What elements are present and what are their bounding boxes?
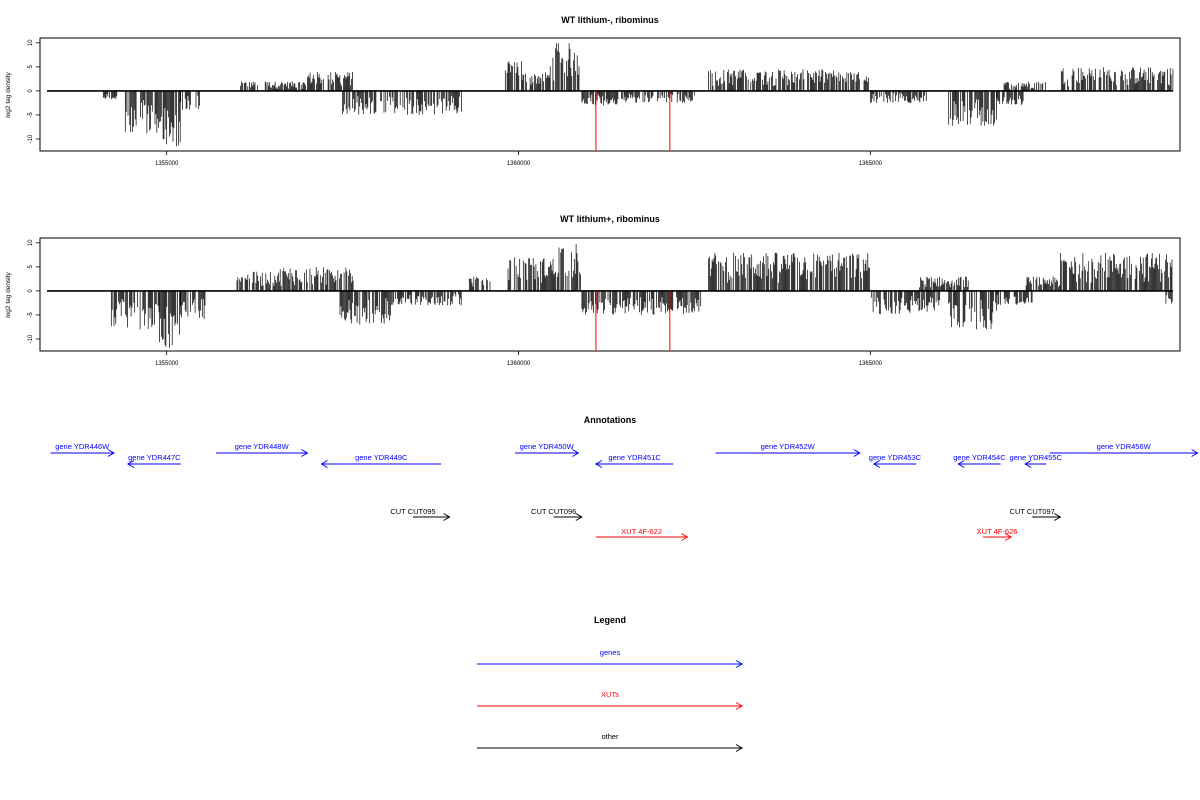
y-tick-label: 10 bbox=[28, 39, 34, 46]
gene-arrow-head bbox=[872, 460, 881, 468]
gene-label: gene YDR450W bbox=[520, 442, 575, 451]
xut-label: XUT 4F-626 bbox=[977, 527, 1018, 536]
y-tick-label: 0 bbox=[28, 289, 34, 293]
panel-title: WT lithium-, ribominus bbox=[561, 15, 659, 25]
xut-arrow-head bbox=[681, 533, 689, 541]
cut-arrow-head bbox=[1054, 513, 1062, 521]
gene-label: gene YDR454C bbox=[953, 453, 1006, 462]
y-tick-label: 5 bbox=[28, 65, 34, 69]
legend-label: XUTs bbox=[601, 690, 619, 699]
gene-arrow-head bbox=[853, 449, 861, 457]
legend-items: genes XUTs other bbox=[477, 648, 743, 752]
gene-arrow-head bbox=[1024, 460, 1032, 468]
gene-arrow-head bbox=[126, 460, 135, 468]
gene-label: gene YDR455C bbox=[1010, 453, 1063, 462]
track-panel-lithium-minus: WT lithium-, ribominus log2 tag density … bbox=[5, 15, 1181, 167]
gene-label: gene YDR448W bbox=[235, 442, 290, 451]
x-tick-label: 1365000 bbox=[859, 361, 883, 367]
legend-label: other bbox=[601, 732, 619, 741]
gene-arrow-head bbox=[107, 449, 115, 457]
gene-label: gene YDR452W bbox=[761, 442, 816, 451]
y-tick-label: -10 bbox=[28, 334, 34, 343]
plot-frame bbox=[39, 237, 1181, 352]
gene-label: gene YDR456W bbox=[1097, 442, 1152, 451]
legend-arrow-head bbox=[735, 702, 743, 710]
cut-label: CUT CUT095 bbox=[390, 507, 435, 516]
y-tick-label: 0 bbox=[28, 89, 34, 93]
y-tick-label: -10 bbox=[28, 134, 34, 143]
y-tick-label: -5 bbox=[28, 112, 34, 118]
gene-label: gene YDR453C bbox=[869, 453, 922, 462]
cut-arrow-head bbox=[443, 513, 451, 521]
y-axis-label: log2 tag density bbox=[5, 71, 12, 117]
plot-frame bbox=[39, 37, 1181, 152]
gene-label: gene YDR447C bbox=[128, 453, 181, 462]
y-axis-ticks: 10 5 0 -5 -10 bbox=[28, 39, 40, 143]
y-tick-label: 10 bbox=[28, 239, 34, 246]
x-tick-label: 1360000 bbox=[507, 161, 531, 167]
legend-title: Legend bbox=[594, 615, 626, 625]
xut-arrow-head bbox=[1004, 533, 1013, 541]
legend: Legend genes XUTs other bbox=[477, 615, 743, 752]
x-tick-label: 1355000 bbox=[155, 161, 179, 167]
y-axis-ticks: 10 5 0 -5 -10 bbox=[28, 239, 40, 343]
legend-arrow-head bbox=[735, 660, 743, 668]
x-axis-ticks: 1355000 1360000 1365000 bbox=[155, 351, 883, 367]
annotations-title: Annotations bbox=[584, 415, 637, 425]
track-panel-lithium-plus: WT lithium+, ribominus log2 tag density … bbox=[5, 214, 1181, 367]
panel-title: WT lithium+, ribominus bbox=[560, 214, 660, 224]
gene-label: gene YDR449C bbox=[355, 453, 408, 462]
x-tick-label: 1355000 bbox=[155, 361, 179, 367]
y-axis-label: log2 tag density bbox=[5, 271, 12, 317]
gene-label: gene YDR451C bbox=[608, 453, 661, 462]
gene-arrow-head bbox=[572, 449, 580, 457]
cut-arrow-head bbox=[575, 513, 583, 521]
cut-label: CUT CUT097 bbox=[1010, 507, 1055, 516]
signal-bars bbox=[47, 244, 1173, 351]
gene-label: gene YDR446W bbox=[55, 442, 110, 451]
gene-arrow-head bbox=[594, 460, 603, 468]
gene-arrow-head bbox=[1191, 449, 1199, 457]
y-tick-label: 5 bbox=[28, 265, 34, 269]
legend-label: genes bbox=[600, 648, 621, 657]
cut-label: CUT CUT096 bbox=[531, 507, 576, 516]
x-axis-ticks: 1355000 1360000 1365000 bbox=[155, 151, 883, 167]
legend-arrow-head bbox=[735, 744, 743, 752]
x-tick-label: 1365000 bbox=[859, 161, 883, 167]
xut-label: XUT 4F-622 bbox=[621, 527, 662, 536]
gene-arrow-head bbox=[320, 460, 328, 468]
annotation-features: gene YDR446W gene YDR447C gene YDR448W gene… bbox=[50, 442, 1199, 541]
y-tick-label: -5 bbox=[28, 312, 34, 318]
gene-arrow-head bbox=[301, 449, 309, 457]
gene-arrow-head bbox=[957, 460, 965, 468]
x-tick-label: 1360000 bbox=[507, 361, 531, 367]
signal-bars bbox=[47, 43, 1174, 151]
